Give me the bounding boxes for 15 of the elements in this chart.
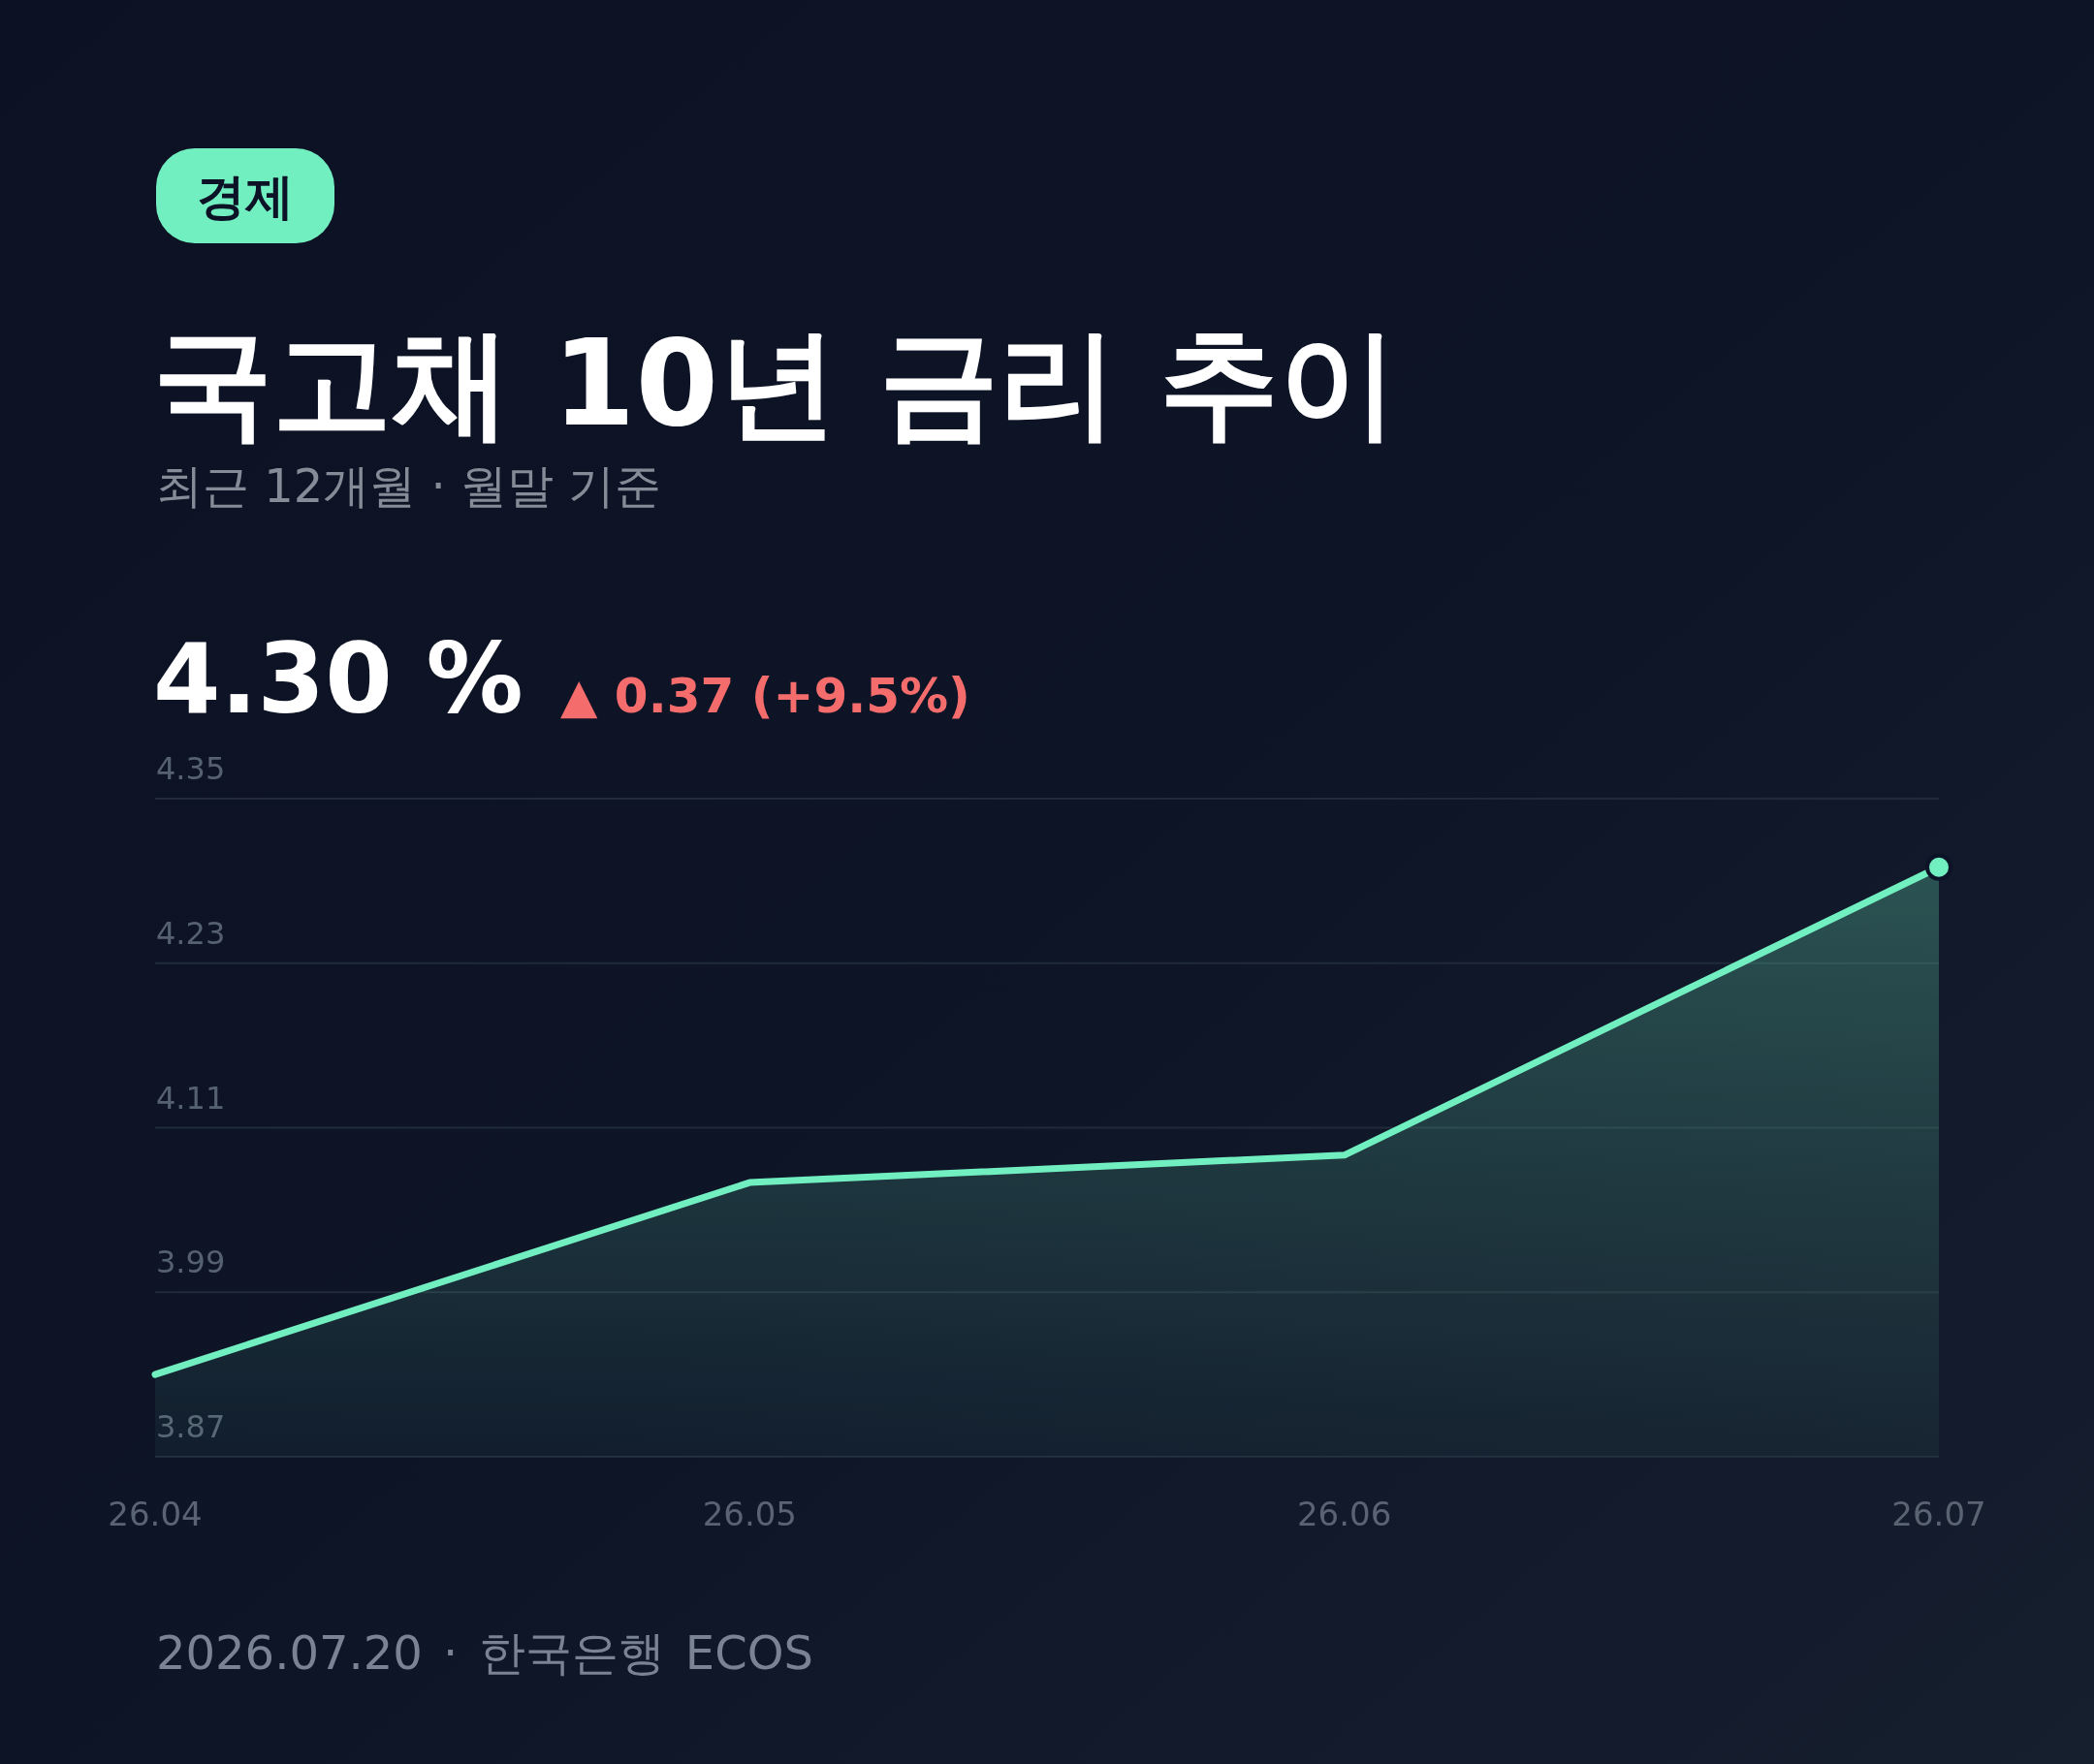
y-tick-label: 4.35 xyxy=(156,750,226,787)
y-tick-label: 4.11 xyxy=(156,1079,226,1117)
y-tick-label: 4.23 xyxy=(156,914,226,952)
text: 2026.07.20 · 한국은행 ECOS xyxy=(156,1625,813,1680)
text: 4.30 % xyxy=(153,622,524,736)
x-tick-label: 26.05 xyxy=(702,1495,798,1533)
text: ▲ 0.37 (+9.5%) xyxy=(560,668,970,724)
chart-title: 국고채 10년 금리 추이 xyxy=(153,314,1398,453)
chart-subtitle: 최근 12개월 · 월말 기준 xyxy=(156,458,662,513)
y-tick-label: 3.87 xyxy=(156,1408,226,1445)
x-tick-label: 26.04 xyxy=(108,1495,203,1533)
x-tick-label: 26.06 xyxy=(1296,1495,1392,1533)
text: 경제 xyxy=(197,168,294,225)
y-tick-label: 3.99 xyxy=(156,1244,226,1281)
x-tick-label: 26.07 xyxy=(1891,1495,1986,1533)
